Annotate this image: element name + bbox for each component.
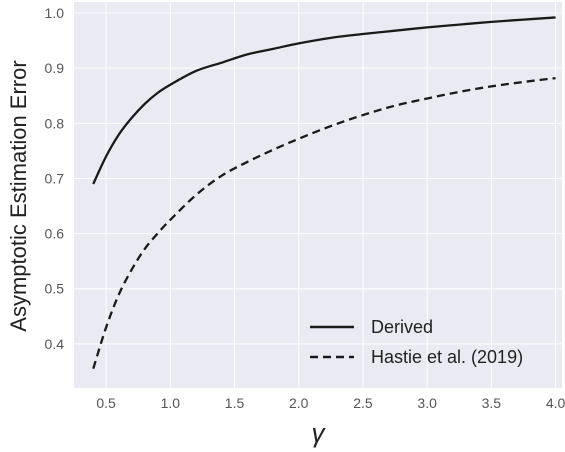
y-tick-label: 1.0 [45, 5, 65, 21]
legend-label-hastie: Hastie et al. (2019) [371, 347, 523, 367]
x-tick-label: 1.0 [161, 395, 181, 411]
x-tick-label: 2.0 [289, 395, 309, 411]
x-tick-label: 0.5 [96, 395, 116, 411]
x-axis-title: γ [312, 418, 327, 448]
y-tick-label: 0.6 [45, 226, 65, 242]
y-axis-title: Asymptotic Estimation Error [6, 60, 31, 331]
y-tick-label: 0.4 [45, 336, 65, 352]
grid [74, 2, 562, 388]
y-tick-label: 0.9 [45, 60, 65, 76]
tick-labels: 0.5 1.0 1.5 2.0 2.5 3.0 3.5 4.0 0.4 0.5 0.6 0.7 0.8 0… [45, 5, 565, 411]
series-line-hastie [92, 76, 556, 370]
plot-area [74, 2, 562, 388]
y-tick-label: 0.5 [45, 281, 65, 297]
y-tick-label: 0.7 [45, 170, 65, 186]
series-layer [92, 16, 556, 370]
x-tick-label: 4.0 [546, 395, 565, 411]
x-tick-label: 3.0 [417, 395, 437, 411]
x-tick-label: 1.5 [225, 395, 245, 411]
x-tick-label: 2.5 [353, 395, 373, 411]
x-tick-label: 3.5 [482, 395, 502, 411]
legend: Derived Hastie et al. (2019) [310, 317, 523, 367]
y-tick-label: 0.8 [45, 115, 65, 131]
legend-label-derived: Derived [371, 317, 433, 337]
series-line-derived [92, 16, 556, 185]
